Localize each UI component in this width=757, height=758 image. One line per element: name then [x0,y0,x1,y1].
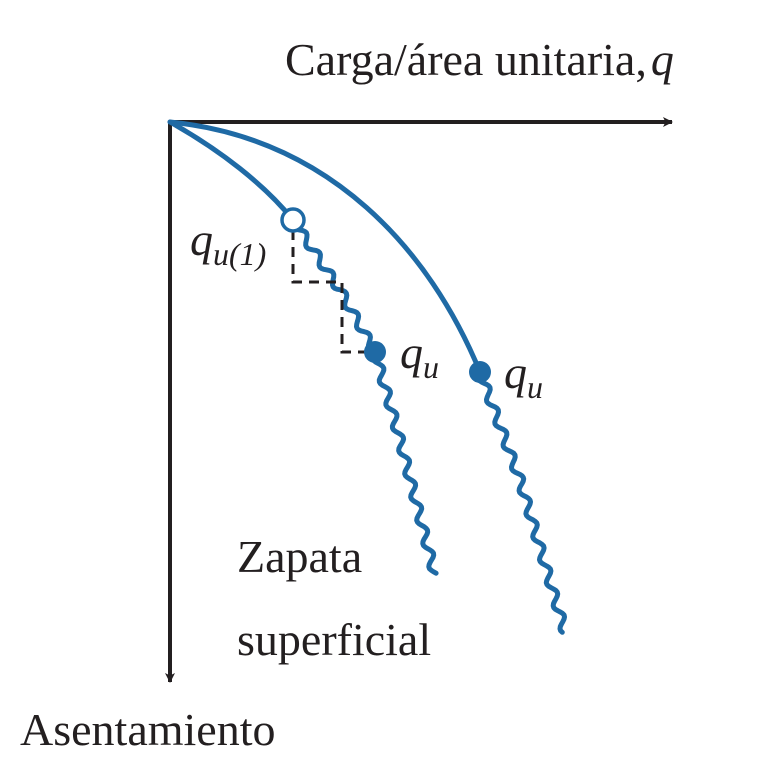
subscript: u [527,369,543,405]
symbol: q [400,327,423,378]
open-point [280,207,306,233]
subscript: u(1) [213,236,266,272]
local-shear-curve [167,119,296,223]
symbol: q [190,214,213,265]
symbol: q [504,347,527,398]
x-axis-label: Carga/área unitaria, q [285,34,674,85]
curve-label: Zapata [237,531,362,582]
dashed-guide [291,230,372,354]
annotation: qu [400,327,439,385]
annotation: qu [504,347,543,405]
wavy-segment [475,369,567,635]
label-text: Carga/área unitaria, [285,34,647,85]
curve-label: superficial [237,614,431,665]
label-symbol: q [651,34,674,85]
wavy-segment [370,349,439,576]
annotation: qu(1) [190,214,266,272]
ultimate-point [469,361,491,383]
general-shear-curve [167,119,483,375]
wavy-segment [289,217,376,355]
subscript: u [423,349,439,385]
y-axis-label: Asentamiento [20,704,276,755]
wavy-curves [289,217,567,635]
ultimate-point [364,341,386,363]
